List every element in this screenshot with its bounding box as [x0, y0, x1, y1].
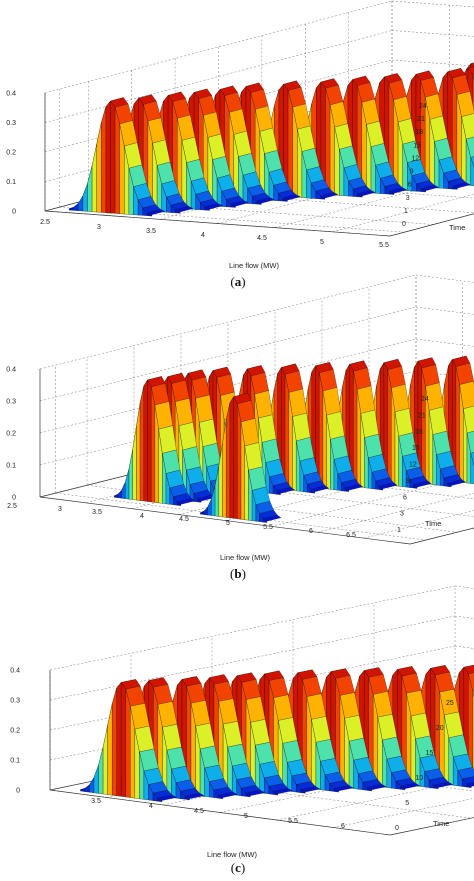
y-tick-label: 15: [426, 750, 434, 757]
x-tick-label: 4: [140, 513, 144, 520]
x-tick-label: 2.5: [7, 503, 17, 510]
panel-b: 2.5 3 3.5 4 4.5 5 5.5 6 6.5 1 3 6 9 12 15 18 21 24 0 0.1 0.2…: [6, 274, 474, 581]
bell-surface-t1: [80, 679, 177, 802]
y-axis-label: Time: [425, 519, 441, 528]
y-tick-label: 12: [411, 155, 419, 162]
y-axis-label: Time: [433, 819, 449, 828]
z-tick-label: 0.1: [10, 758, 20, 765]
y-tick-label: 0: [402, 221, 406, 228]
y-tick-label: 10: [415, 775, 423, 782]
y-tick-label: 9: [410, 169, 414, 176]
z-tick-label: 0.2: [10, 728, 20, 735]
x-tick-label: 4: [149, 803, 153, 810]
y-tick-label: 1: [397, 527, 401, 534]
y-tick-label: 6: [403, 494, 407, 501]
panel-label: (b): [230, 566, 246, 581]
z-tick-label: 0: [12, 209, 16, 216]
x-tick-label: 5.5: [379, 242, 389, 249]
y-tick-label: 24: [421, 396, 429, 403]
x-tick-label: 5.5: [288, 818, 298, 825]
y-tick-label: 15: [413, 142, 421, 149]
bell-surface-t1: [200, 393, 282, 523]
x-tick-label: 6: [341, 823, 345, 830]
x-tick-label: 4.5: [179, 516, 189, 523]
y-tick-label: 15: [412, 445, 420, 452]
x-tick-label: 2.5: [40, 219, 50, 226]
y-tick-label: 3: [406, 195, 410, 202]
x-tick-label: 5.5: [263, 524, 273, 531]
y-tick-label: 1: [404, 208, 408, 215]
x-tick-label: 3.5: [91, 798, 101, 805]
x-tick-label: 5: [226, 520, 230, 527]
z-tick-label: 0.2: [6, 431, 16, 438]
bell-surface-t11: [384, 357, 466, 488]
y-tick-label: 6: [408, 182, 412, 189]
x-tick-label: 3.5: [92, 509, 102, 516]
z-tick-label: 0.1: [6, 463, 16, 470]
y-tick-label: 18: [415, 429, 423, 436]
bell-surface-t2: [114, 376, 196, 506]
y-tick-label: 21: [418, 412, 426, 419]
x-tick-label: 3: [58, 506, 62, 513]
surface-group: [114, 355, 474, 523]
z-tick-label: 0.2: [6, 150, 16, 157]
y-tick-label: 5: [405, 800, 409, 807]
y-tick-label: 3: [400, 511, 404, 518]
x-axis-label: Line flow (MW): [207, 850, 258, 859]
z-tick-label: 0.4: [6, 91, 16, 98]
y-tick-label: 21: [417, 116, 425, 123]
bell-surface-t1: [68, 97, 166, 217]
z-tick-label: 0.4: [6, 367, 16, 374]
x-tick-label: 4.5: [194, 808, 204, 815]
x-tick-label: 6: [309, 528, 313, 535]
panel-label: (a): [230, 274, 245, 289]
z-tick-label: 0.3: [10, 698, 20, 705]
y-tick-label: 24: [419, 103, 427, 110]
x-axis-label: Line flow (MW): [220, 553, 271, 562]
y-axis-label: Time: [449, 223, 465, 232]
tick-labels: 2.5 3 3.5 4 4.5 5 5.5 0 1 3 6 9 12 15 18 21 24 0 0.1 0.2 0.3…: [6, 91, 427, 250]
surface-group: [80, 664, 474, 802]
x-tick-label: 4: [201, 232, 205, 239]
x-tick-label: 6.5: [346, 532, 356, 539]
x-tick-label: 5: [244, 813, 248, 820]
z-tick-label: 0.1: [6, 179, 16, 186]
z-tick-label: 0: [12, 495, 16, 502]
tick-labels: 3.5 4 4.5 5 5.5 6 0 5 10 15 20 25 0 0.1 0.2 0.3 0.4: [10, 668, 454, 833]
x-tick-label: 3: [97, 224, 101, 231]
z-tick-label: 0.3: [6, 120, 16, 127]
surface-group: [68, 62, 474, 217]
z-tick-label: 0: [16, 788, 20, 795]
panel-c: 3.5 4 4.5 5 5.5 6 0 5 10 15 20 25 0 0.1 0.2 0.3 0.4 Line …: [10, 585, 474, 875]
y-tick-label: 20: [436, 725, 444, 732]
x-tick-label: 5: [320, 239, 324, 246]
tick-labels: 2.5 3 3.5 4 4.5 5 5.5 6 6.5 1 3 6 9 12 15 18 21 24 0 0.1 0.2…: [6, 367, 429, 540]
x-tick-label: 3.5: [146, 228, 156, 235]
y-tick-label: 9: [406, 478, 410, 485]
z-tick-label: 0.3: [6, 399, 16, 406]
y-tick-label: 12: [409, 462, 417, 469]
panel-a: 2.5 3 3.5 4 4.5 5 5.5 0 1 3 6 9 12 15 18 21 24 0 0.1 0.2 0.3…: [6, 0, 474, 289]
panel-label: (c): [231, 860, 245, 875]
y-tick-label: 18: [415, 129, 423, 136]
x-axis-label: Line flow (MW): [229, 261, 280, 270]
y-tick-label: 25: [446, 700, 454, 707]
z-tick-label: 0.4: [10, 668, 20, 675]
y-tick-label: 0: [395, 825, 399, 832]
x-tick-label: 4.5: [257, 235, 267, 242]
